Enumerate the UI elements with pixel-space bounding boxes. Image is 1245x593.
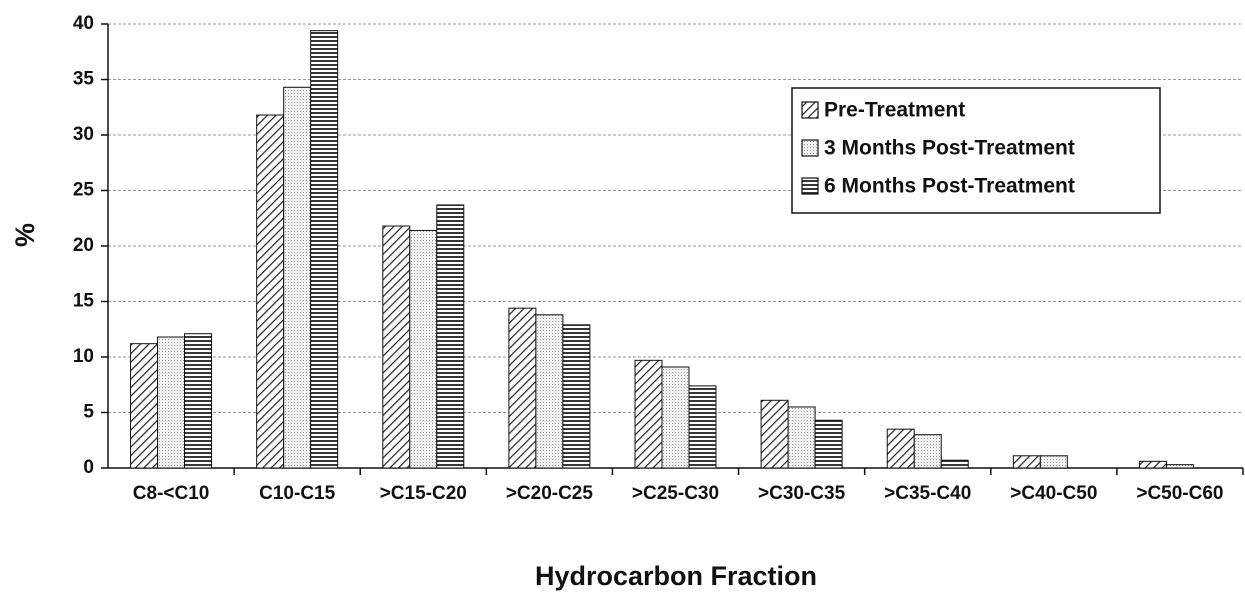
bar [913, 434, 942, 469]
y-tick-label: 35 [73, 69, 95, 90]
y-tick-label: 40 [73, 13, 94, 34]
legend-swatch [801, 177, 819, 195]
bar [508, 307, 537, 469]
bar [940, 459, 969, 469]
legend-swatch [801, 101, 819, 119]
x-tick-label: >C30-C35 [758, 483, 846, 504]
y-tick-label: 10 [73, 346, 94, 367]
bar [1138, 460, 1167, 469]
y-tick-label: 0 [83, 457, 94, 478]
y-tick-label: 20 [73, 235, 94, 256]
legend-swatch [801, 139, 819, 157]
legend-label: 6 Months Post-Treatment [824, 175, 1075, 198]
bar [283, 86, 312, 469]
bar [634, 359, 663, 469]
legend-label: Pre-Treatment [824, 99, 965, 122]
bar [157, 336, 186, 469]
bar [1012, 455, 1041, 469]
x-tick-label: >C25-C30 [632, 483, 719, 504]
y-tick-label: 30 [73, 124, 94, 145]
x-tick-label: C10-C15 [259, 483, 335, 504]
bar [310, 30, 339, 469]
y-tick-label: 25 [73, 180, 95, 201]
x-tick-label: C8-<C10 [133, 483, 210, 504]
bar [661, 366, 690, 469]
x-tick-label: >C15-C20 [380, 483, 467, 504]
legend-label: 3 Months Post-Treatment [824, 137, 1075, 160]
y-axis-label: % [10, 223, 40, 247]
y-tick-label: 15 [73, 291, 95, 312]
bar [382, 225, 411, 469]
bar [760, 399, 789, 469]
bar [562, 324, 591, 469]
bar [688, 385, 717, 469]
bar [886, 428, 915, 469]
bar [1039, 455, 1068, 469]
bar [814, 419, 843, 469]
x-tick-label: >C50-C60 [1136, 483, 1223, 504]
bar [409, 229, 438, 469]
bar [184, 333, 213, 469]
bar [787, 406, 816, 469]
y-tick-label: 5 [83, 402, 94, 423]
legend-box [791, 87, 1161, 214]
bar [1165, 464, 1194, 469]
bar [130, 343, 159, 469]
bar [535, 314, 564, 469]
x-tick-label: >C35-C40 [884, 483, 971, 504]
bar [436, 204, 465, 469]
x-tick-label: >C20-C25 [506, 483, 594, 504]
bar [256, 114, 285, 469]
x-axis-label: Hydrocarbon Fraction [535, 561, 817, 591]
x-tick-label: >C40-C50 [1010, 483, 1097, 504]
